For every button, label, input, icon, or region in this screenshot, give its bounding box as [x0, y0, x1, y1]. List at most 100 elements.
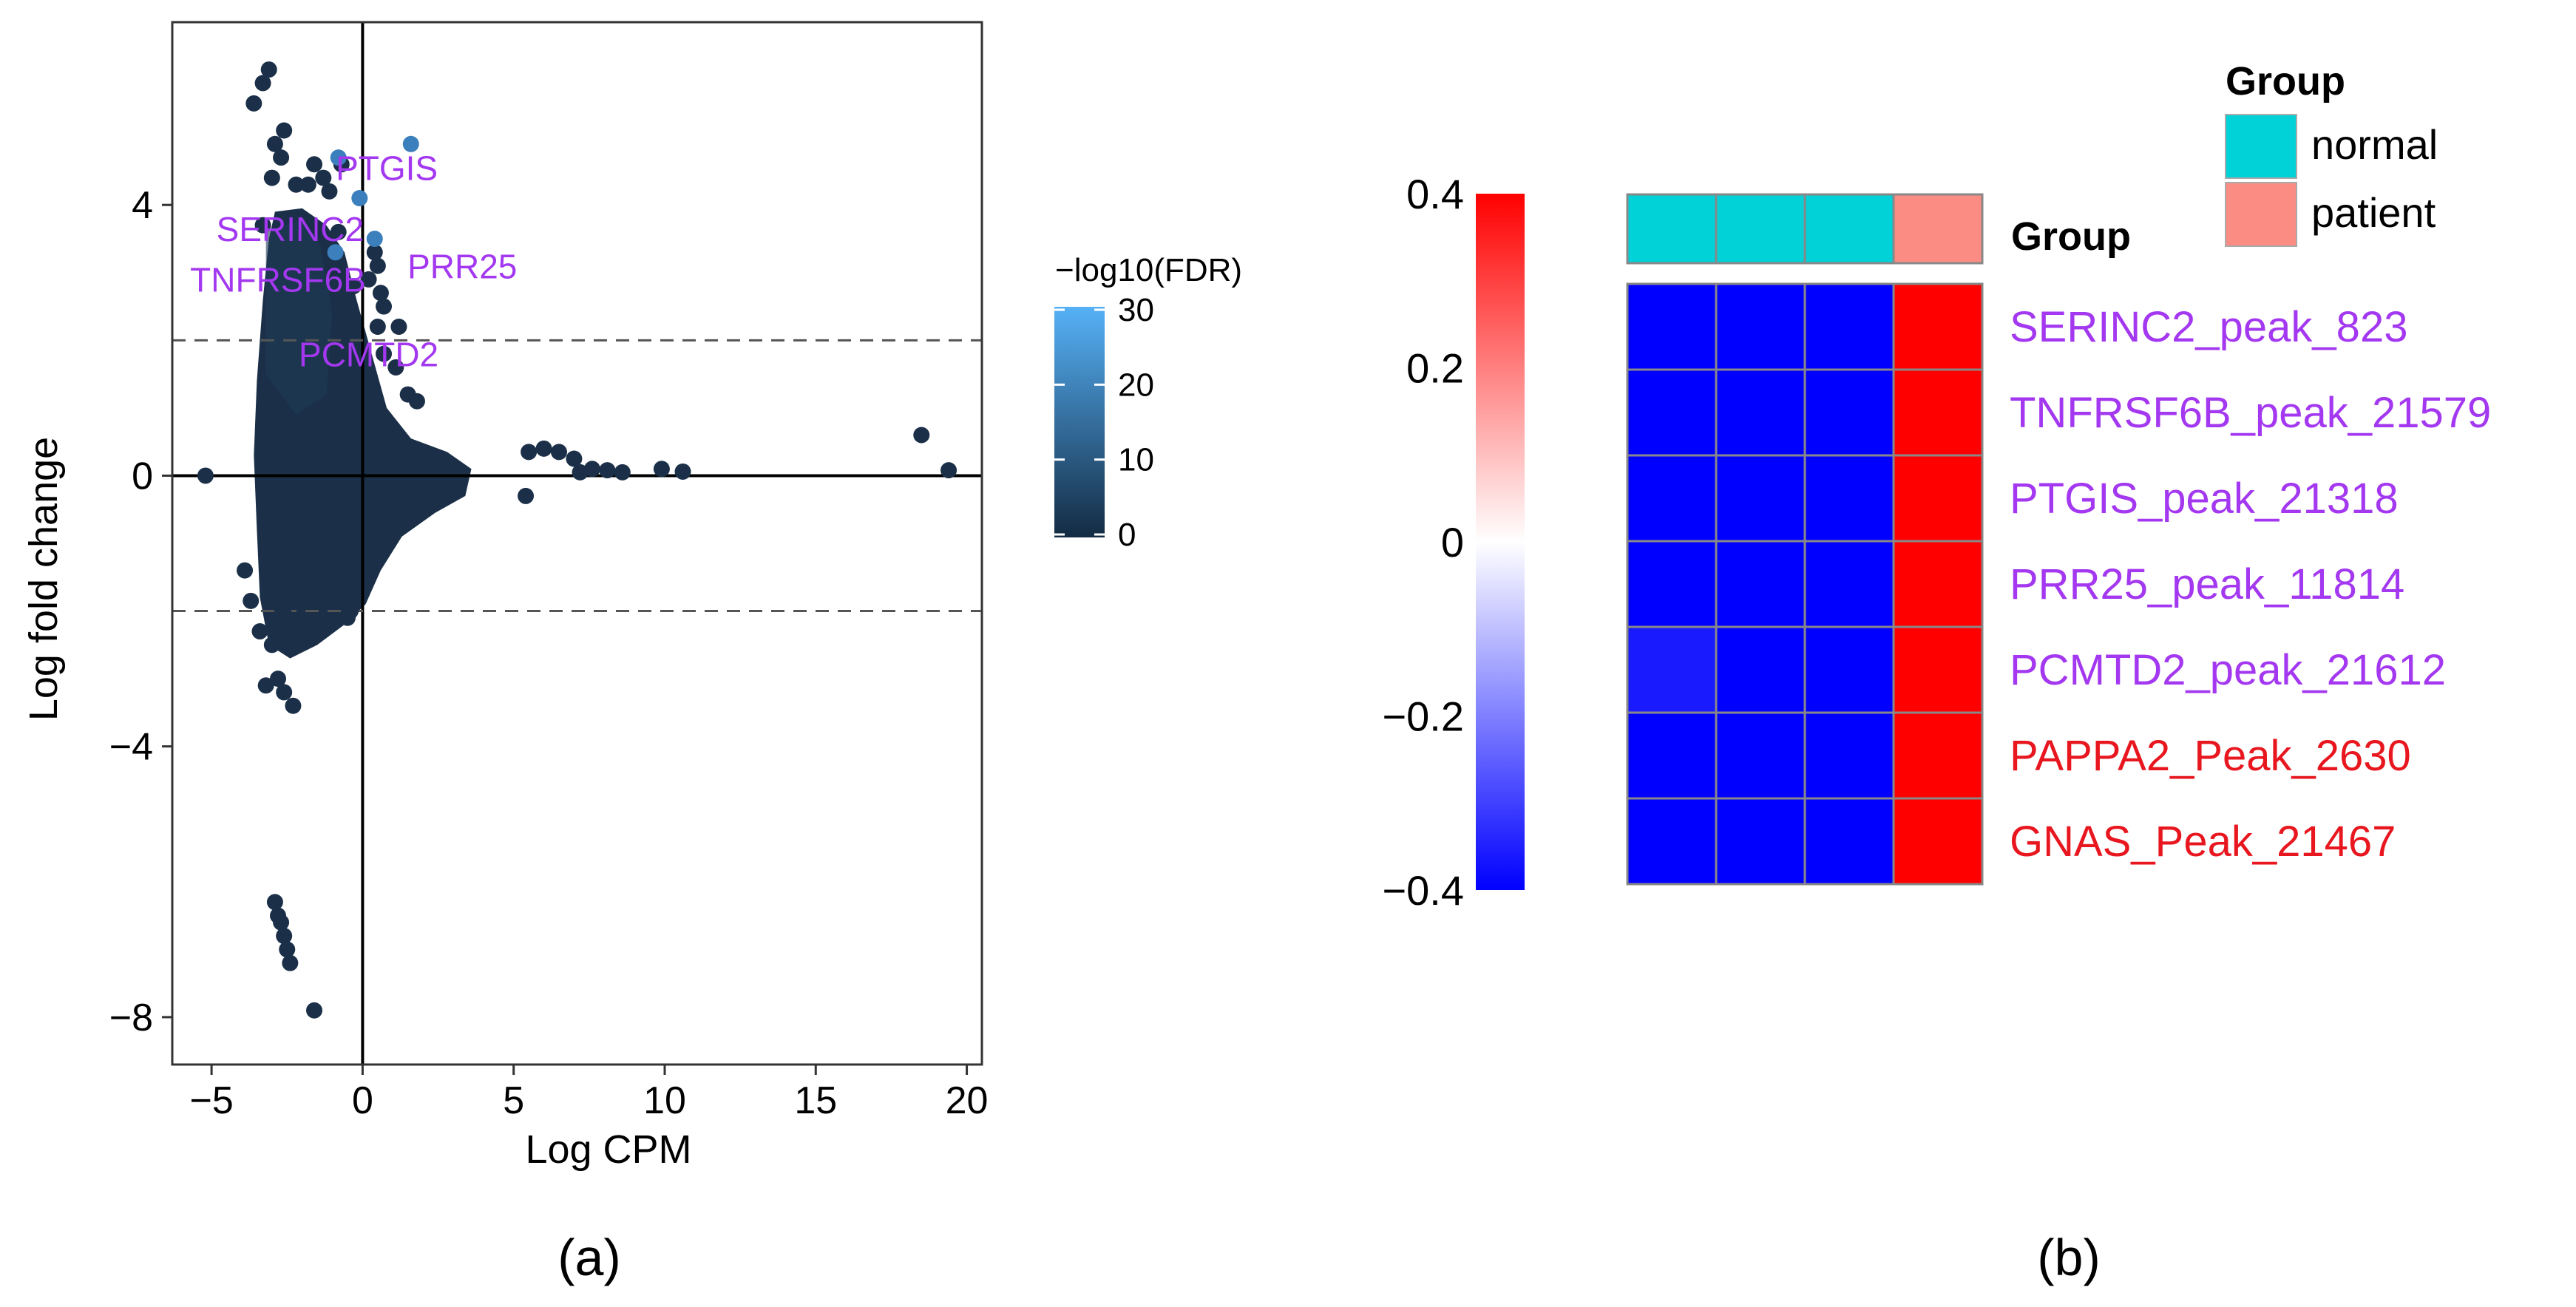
data-point — [376, 298, 393, 315]
data-point — [263, 169, 280, 186]
heatmap-cell — [1626, 711, 1718, 800]
data-point — [273, 149, 290, 166]
scatter-points — [197, 61, 957, 1019]
y-axis: −8 −4 0 4 — [109, 184, 172, 1039]
heatmap-cell — [1803, 711, 1895, 800]
data-point — [254, 75, 271, 92]
heatmap-colorbar-tick-label: 0 — [1441, 519, 1464, 566]
data-point — [270, 671, 287, 688]
gene-annotations: PTGIS SERINC2 PRR25 TNFRSF6B PCMTD2 — [190, 149, 517, 374]
y-tick-label: 4 — [132, 184, 153, 227]
x-tick-label: −5 — [189, 1079, 233, 1122]
group-cell-normal — [1715, 193, 1806, 265]
heatmap-row-label: PCMTD2_peak_21612 — [2010, 646, 2446, 694]
scatter-panel: PTGIS SERINC2 PRR25 TNFRSF6B PCMTD2 −5 0 5 10 15… — [21, 21, 1242, 1286]
heatmap-colorbar — [1476, 194, 1525, 890]
data-point — [276, 684, 293, 701]
data-point — [306, 156, 323, 173]
data-point — [674, 463, 691, 480]
data-point — [913, 427, 930, 444]
x-tick-label: 20 — [946, 1079, 989, 1122]
x-axis-label: Log CPM — [525, 1127, 691, 1172]
heatmap-colorbar-ticks: 0.4 0.2 0 −0.2 −0.4 — [1382, 171, 1464, 914]
data-point — [599, 462, 616, 479]
fdr-colorbar: −log10(FDR) 0 10 20 30 — [1054, 252, 1242, 553]
panel-label-b: (b) — [2037, 1229, 2101, 1286]
data-point — [315, 169, 332, 186]
heatmap-row-label: GNAS_Peak_21467 — [2010, 818, 2396, 866]
data-point — [299, 176, 316, 193]
gene-label: PTGIS — [336, 149, 438, 188]
gene-label: PRR25 — [407, 247, 517, 285]
data-point — [276, 606, 293, 623]
group-cell-patient — [1892, 193, 1984, 265]
data-point — [276, 122, 293, 139]
data-point — [366, 230, 383, 247]
heatmap-cells — [1626, 282, 1984, 886]
heatmap-cell — [1715, 797, 1806, 886]
data-point — [257, 677, 274, 694]
plot-frame — [171, 21, 983, 1066]
data-point — [583, 461, 600, 478]
heatmap-cell — [1715, 282, 1806, 371]
data-point — [408, 393, 425, 410]
data-point — [276, 928, 293, 945]
data-point — [351, 190, 368, 207]
heatmap-cell — [1892, 625, 1984, 714]
data-point — [243, 592, 260, 609]
x-tick-label: 0 — [352, 1079, 373, 1122]
group-annotation-strip — [1626, 193, 1984, 265]
heatmap-cell — [1892, 282, 1984, 371]
heatmap-cell — [1715, 454, 1806, 543]
data-point — [260, 61, 277, 78]
gene-label: TNFRSF6B — [190, 261, 366, 299]
gene-label: PCMTD2 — [299, 335, 438, 373]
data-point — [369, 257, 386, 274]
data-point — [282, 954, 299, 971]
data-point — [550, 444, 567, 461]
heatmap-cell — [1892, 540, 1984, 628]
heatmap-row-label: PTGIS_peak_21318 — [2010, 475, 2399, 523]
heatmap-cell — [1803, 797, 1895, 886]
group-legend-title: Group — [2226, 59, 2345, 103]
heatmap-cell — [1626, 282, 1718, 371]
colorbar-gradient — [1054, 307, 1105, 537]
heatmap-cell — [1892, 368, 1984, 457]
heatmap-cell — [1626, 368, 1718, 457]
data-point — [306, 1002, 323, 1019]
heatmap-cell — [1803, 540, 1895, 628]
heatmap-cell — [1626, 540, 1718, 628]
data-point — [339, 609, 356, 626]
data-point — [263, 636, 280, 654]
group-cell-normal — [1626, 193, 1718, 265]
colorbar-tick-label: 30 — [1118, 292, 1154, 328]
heatmap-cell — [1892, 454, 1984, 543]
heatmap-cell — [1715, 711, 1806, 800]
data-point — [321, 183, 338, 200]
data-point — [521, 444, 538, 461]
heatmap-cell — [1626, 797, 1718, 886]
data-point — [390, 319, 407, 336]
heatmap-colorbar-tick-label: −0.2 — [1382, 693, 1464, 740]
data-point — [402, 135, 419, 152]
data-point — [345, 278, 362, 295]
data-point — [327, 244, 344, 261]
data-point — [614, 464, 631, 481]
heatmap-panel: 0.4 0.2 0 −0.2 −0.4 Group SERINC2_peak_823 TN… — [1382, 59, 2491, 1286]
y-axis-label: Log fold change — [21, 437, 66, 721]
data-point — [653, 461, 670, 478]
heatmap-cell — [1803, 368, 1895, 457]
heatmap-cell — [1892, 711, 1984, 800]
data-point — [279, 941, 296, 958]
data-point — [518, 487, 535, 504]
point-cloud-upper — [265, 218, 333, 415]
data-point — [288, 176, 305, 193]
data-point — [266, 894, 283, 911]
colorbar-tick-label: 0 — [1118, 517, 1136, 553]
group-annotation-label: Group — [2011, 214, 2131, 259]
heatmap-cell — [1715, 540, 1806, 628]
heatmap-cell — [1626, 454, 1718, 543]
heatmap-cell — [1626, 625, 1718, 714]
data-point — [197, 467, 214, 484]
